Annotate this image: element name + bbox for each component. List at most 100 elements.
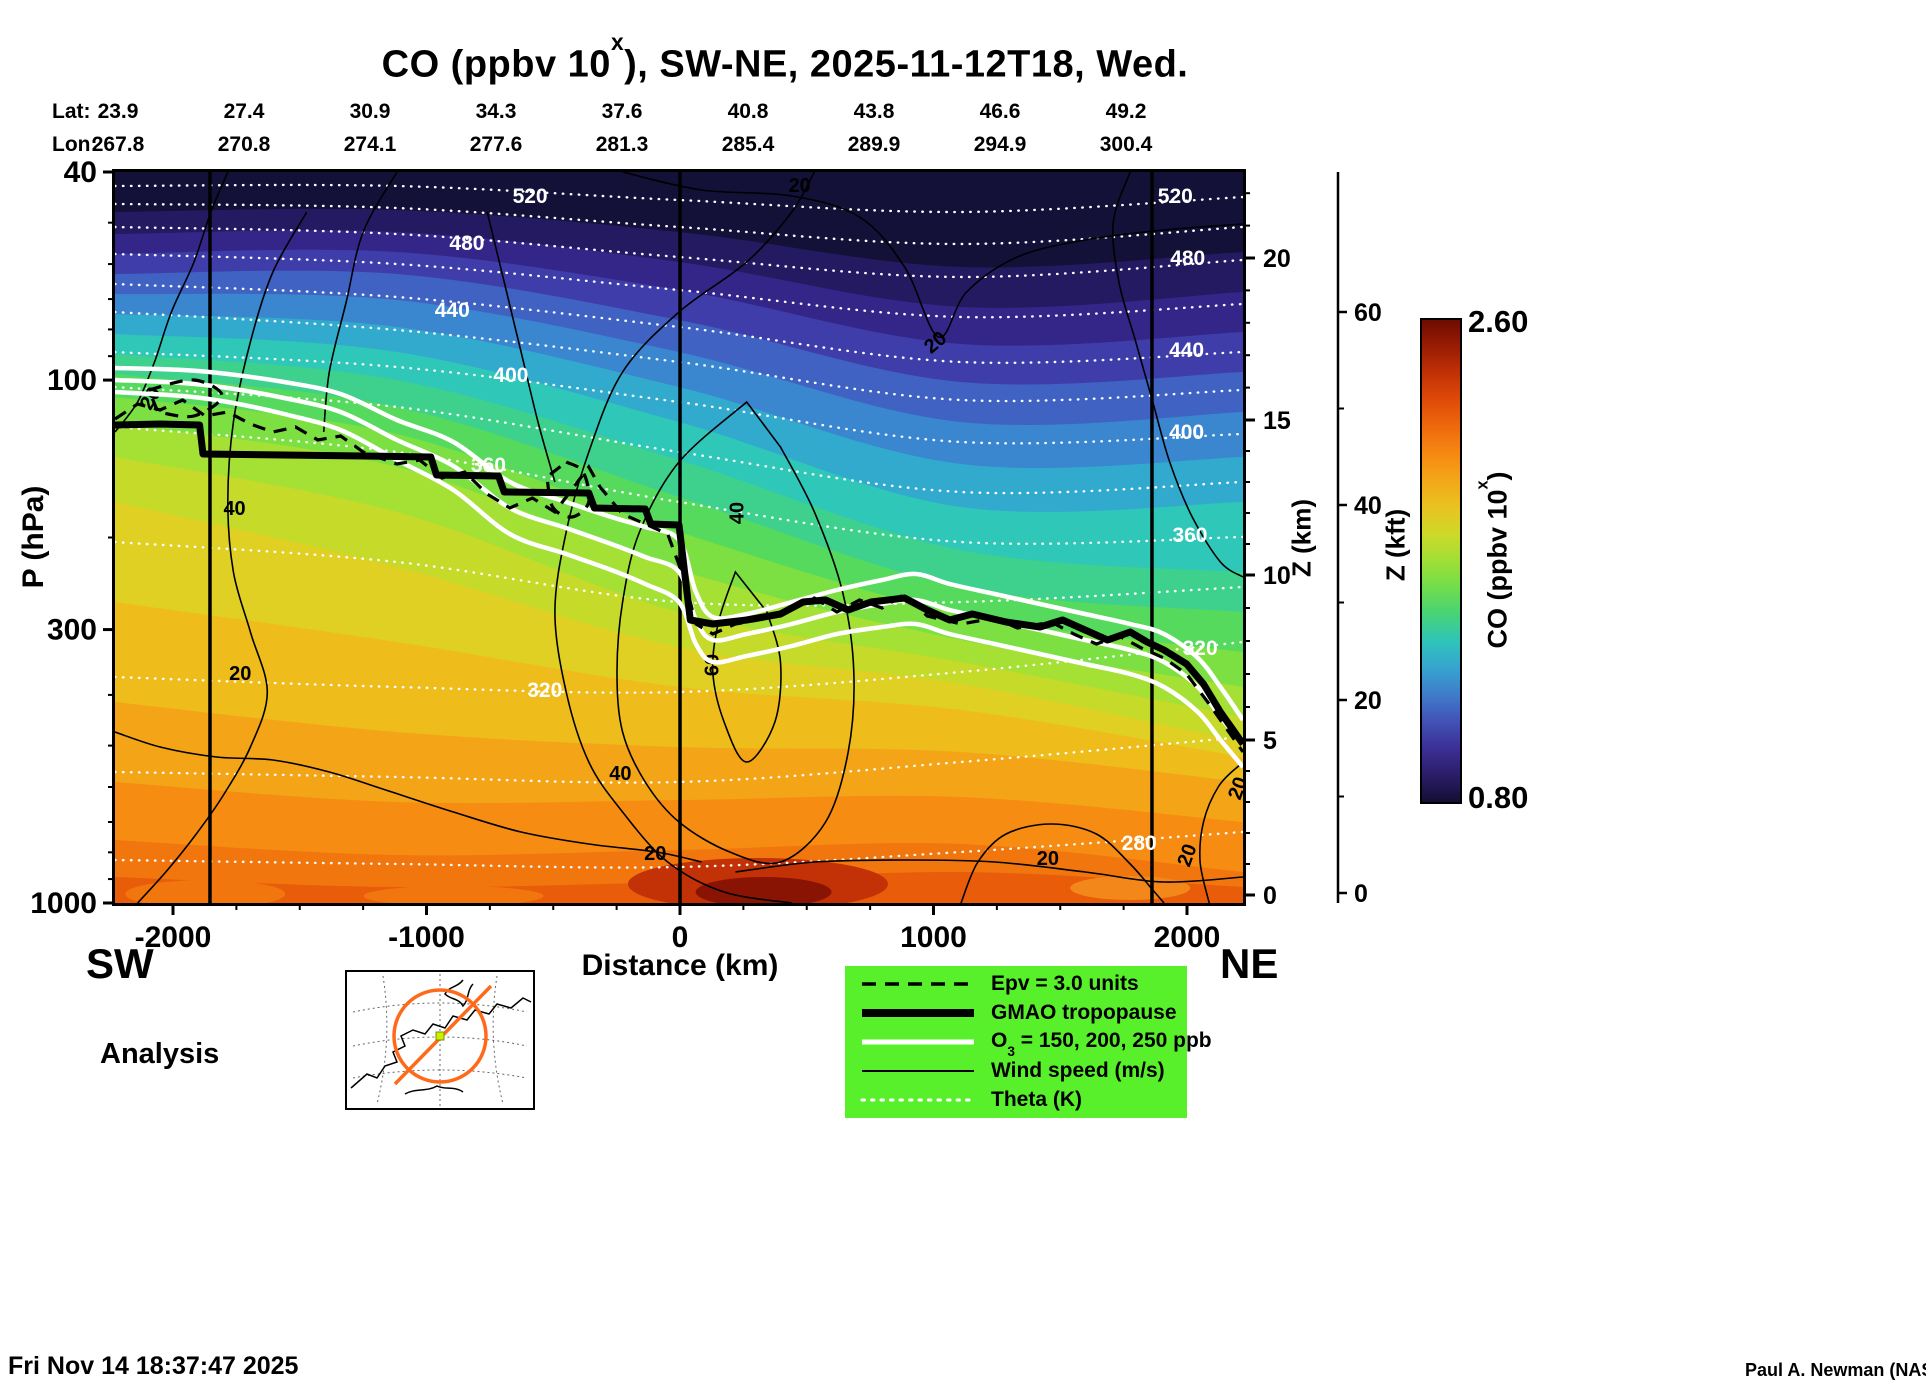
wind-contour-label: 40 [223,498,245,520]
p-tick-label: 40 [64,156,97,189]
z-kft-axis-label: Z (kft) [1380,508,1411,582]
chart-title-superscript: x [610,29,625,56]
lat-value: 49.2 [1105,100,1147,123]
legend: Epv = 3.0 units GMAO tropopause O3 = 150, … [845,966,1212,1118]
distance-axis-label: Distance (km) [581,949,779,982]
theta-contour-label: 320 [527,679,562,702]
lat-value: 23.9 [97,100,139,123]
z-kft-tick-label: 60 [1354,299,1382,327]
z-km-tick-label: 0 [1263,882,1277,910]
x-tick-label: 2000 [1154,921,1221,954]
theta-contour-label: 480 [1170,247,1205,270]
lon-value: 285.4 [721,133,775,156]
theta-contour-label: 400 [1169,421,1204,444]
z-kft-tick-label: 40 [1354,492,1382,520]
distance-axis: -2000 -1000 0 1000 2000 [135,903,1221,954]
contour-field: 5204804404003603205204804404003603202802… [115,172,1243,903]
latitude-header-row: Lat: 23.9 27.4 30.9 34.3 37.6 40.8 43.8 46.6 49.… [0,100,1320,126]
legend-sample-o3 [862,1039,974,1045]
lon-value: 270.8 [217,133,271,156]
lon-value: 294.9 [973,133,1027,156]
legend-sample-wind [862,1070,974,1072]
map-inset [345,970,535,1110]
ne-corner-label: NE [1220,940,1279,987]
map-coastline [350,979,532,1095]
legend-item-o3: O3 = 150, 200, 250 ppb [859,1029,1212,1059]
theta-contour-label: 520 [513,185,548,208]
lat-value: 43.8 [853,100,895,123]
lon-value: 274.1 [343,133,397,156]
theta-contour-label: 360 [1172,524,1207,547]
longitude-header-row: Lon: 267.8 270.8 274.1 277.6 281.3 285.4 289.9… [0,133,1320,159]
timestamp: Fri Nov 14 18:37:47 2025 [8,1352,299,1380]
theta-contour-label: 520 [1158,185,1193,208]
credit: Paul A. Newman (NASA [1745,1360,1926,1380]
transect-center-marker [435,1031,445,1041]
colorbar [1420,318,1462,804]
theta-contour-label: 480 [449,232,484,255]
wind-contour-label: 20 [1037,848,1059,870]
legend-sample-theta [860,1098,976,1102]
x-tick-label: 1000 [900,921,967,954]
z-kft-axis: 0 20 40 60 [1336,172,1382,908]
wind-contour-label: 20 [644,843,666,865]
p-tick-label: 1000 [30,887,97,920]
colorbar-title-superscript: x [1473,480,1492,490]
transect-circle [392,988,488,1084]
z-km-tick-label: 5 [1263,727,1277,755]
lat-value: 37.6 [601,100,643,123]
wind-contour-label: 40 [727,502,749,524]
sw-corner-label: SW [86,940,154,987]
wind-contour-label: 40 [609,763,631,785]
colorbar-min-label: 0.80 [1468,780,1529,815]
legend-label-o3: O3 = 150, 200, 250 ppb [991,1028,1212,1060]
z-kft-tick-label: 20 [1354,687,1382,715]
legend-item-tropopause: GMAO tropopause [859,1000,1187,1027]
lat-value: 46.6 [979,100,1021,123]
z-km-axis-label: Z (km) [1286,499,1317,577]
lat-value: 30.9 [349,100,391,123]
legend-item-theta: Theta (K) [859,1087,1187,1114]
lon-value: 277.6 [469,133,523,156]
wind-contour-label: 20 [1224,774,1243,802]
lon-value: 289.9 [847,133,901,156]
chart-title: CO (ppbv 10x), SW-NE, 2025-11-12T18, Wed… [0,29,1570,87]
chart-title-suffix: ), SW-NE, 2025-11-12T18, Wed. [624,43,1189,86]
colorbar-title-suffix: ) [1482,471,1513,481]
epv-contour-line [115,378,1243,753]
lat-value: 27.4 [223,100,265,123]
lon-value: 267.8 [91,133,145,156]
theta-contour-label: 440 [1169,339,1204,362]
p-tick-label: 100 [47,364,97,397]
o3-contour-lines [115,365,1243,769]
legend-sample-epv [862,982,974,986]
x-tick-label: -1000 [388,921,465,954]
lon-label: Lon: [52,133,98,156]
z-km-tick-label: 15 [1263,407,1291,435]
z-kft-tick-label: 0 [1354,880,1368,908]
theta-contour-label: 440 [435,299,470,322]
wind-contour-label: 20 [229,663,251,685]
theta-contour-label: 280 [1122,832,1157,855]
colorbar-max-label: 2.60 [1468,304,1529,339]
lat-value: 34.3 [475,100,517,123]
tropopause-line [115,420,1243,747]
legend-sample-tropopause [862,1009,974,1017]
theta-contour-label: 400 [493,364,528,387]
colorbar-title: CO (ppbv 10x) [1474,471,1514,649]
pressure-axis-label: P (hPa) [17,485,50,589]
legend-item-epv: Epv = 3.0 units [859,971,1187,998]
lon-value: 281.3 [595,133,649,156]
legend-label-tropopause: GMAO tropopause [991,1001,1177,1024]
p-tick-label: 300 [47,614,97,647]
lat-label: Lat: [52,100,91,123]
colorbar-title-text: CO (ppbv 10 [1482,489,1513,649]
legend-label-epv: Epv = 3.0 units [991,972,1139,995]
legend-label-theta: Theta (K) [991,1088,1082,1111]
chart-title-text: CO (ppbv 10 [381,43,611,86]
z-km-tick-label: 20 [1263,245,1291,273]
lon-value: 300.4 [1099,133,1153,156]
legend-label-wind: Wind speed (m/s) [991,1059,1165,1082]
contour-labels: 5204804404003603205204804404003603202802… [136,175,1243,870]
